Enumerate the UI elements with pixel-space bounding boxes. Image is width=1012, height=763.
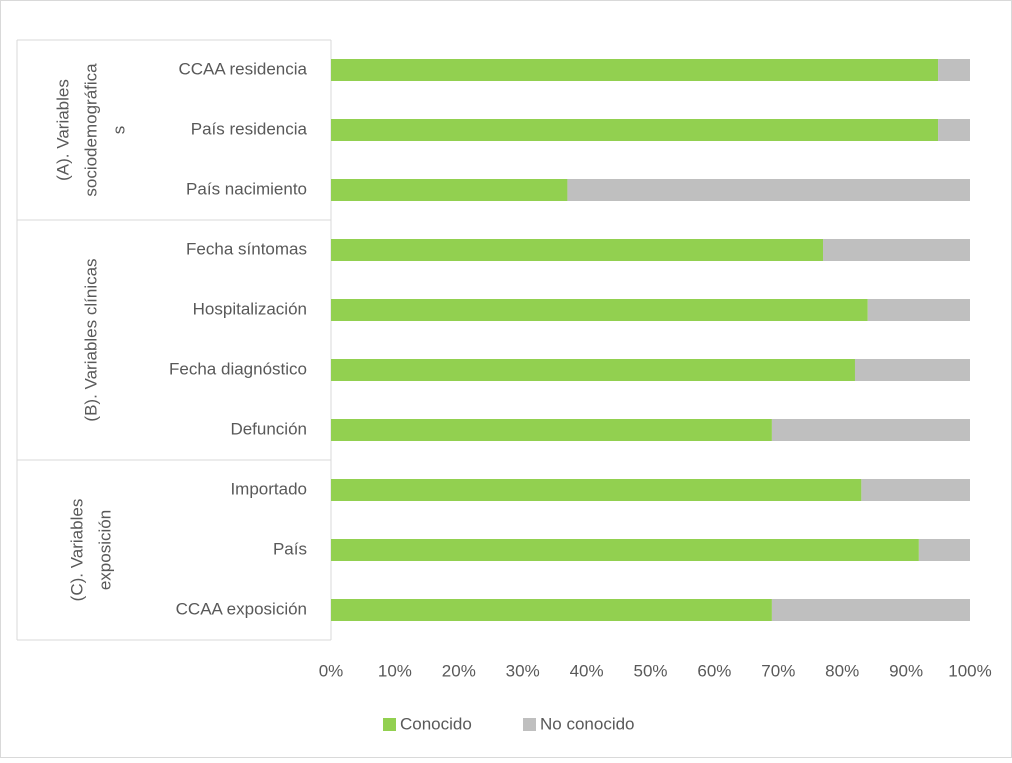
x-tick-label: 30% xyxy=(506,661,540,680)
bar-segment xyxy=(331,179,568,201)
bar-segment xyxy=(331,479,862,501)
bar-segment xyxy=(771,419,970,441)
y-tick-label: CCAA residencia xyxy=(178,59,307,78)
y-tick-label: Hospitalización xyxy=(193,299,307,318)
bar-segment xyxy=(938,119,970,141)
y-tick-label: Importado xyxy=(230,479,307,498)
y-tick-label: Fecha síntomas xyxy=(186,239,307,258)
bar-segment xyxy=(331,599,772,621)
bar-segment xyxy=(938,59,970,81)
x-tick-label: 90% xyxy=(889,661,923,680)
bar-segment xyxy=(918,539,970,561)
group-label: (A). Variables xyxy=(53,79,72,181)
group-label: (B). Variables clínicas xyxy=(81,258,100,421)
bar-segment xyxy=(331,239,824,261)
bar-segment xyxy=(331,539,919,561)
x-tick-label: 100% xyxy=(948,661,991,680)
x-tick-label: 50% xyxy=(633,661,667,680)
x-tick-label: 10% xyxy=(378,661,412,680)
bar-segment xyxy=(331,119,939,141)
legend-swatch xyxy=(523,718,536,731)
y-tick-label: País xyxy=(273,539,307,558)
bar-segment xyxy=(331,299,868,321)
group-label: s xyxy=(109,126,128,135)
x-tick-label: 0% xyxy=(319,661,344,680)
y-tick-label: Defunción xyxy=(230,419,307,438)
group-label: sociodemográfica xyxy=(81,63,100,197)
legend-swatch xyxy=(383,718,396,731)
x-tick-label: 80% xyxy=(825,661,859,680)
y-tick-label: País residencia xyxy=(191,119,308,138)
group-label: exposición xyxy=(95,510,114,590)
x-tick-label: 70% xyxy=(761,661,795,680)
legend-label: No conocido xyxy=(540,714,635,733)
x-tick-label: 60% xyxy=(697,661,731,680)
y-tick-label: País nacimiento xyxy=(186,179,307,198)
group-label: (C). Variables xyxy=(67,499,86,602)
x-tick-label: 20% xyxy=(442,661,476,680)
bar-segment xyxy=(331,419,772,441)
legend-label: Conocido xyxy=(400,714,472,733)
bar-segment xyxy=(331,359,855,381)
bar-segment xyxy=(771,599,970,621)
y-tick-label: Fecha diagnóstico xyxy=(169,359,307,378)
bar-segment xyxy=(854,359,970,381)
bar-segment xyxy=(331,59,939,81)
bar-segment xyxy=(867,299,970,321)
bar-segment xyxy=(823,239,970,261)
y-tick-label: CCAA exposición xyxy=(176,599,307,618)
bar-segment xyxy=(567,179,970,201)
bar-segment xyxy=(861,479,970,501)
x-tick-label: 40% xyxy=(570,661,604,680)
